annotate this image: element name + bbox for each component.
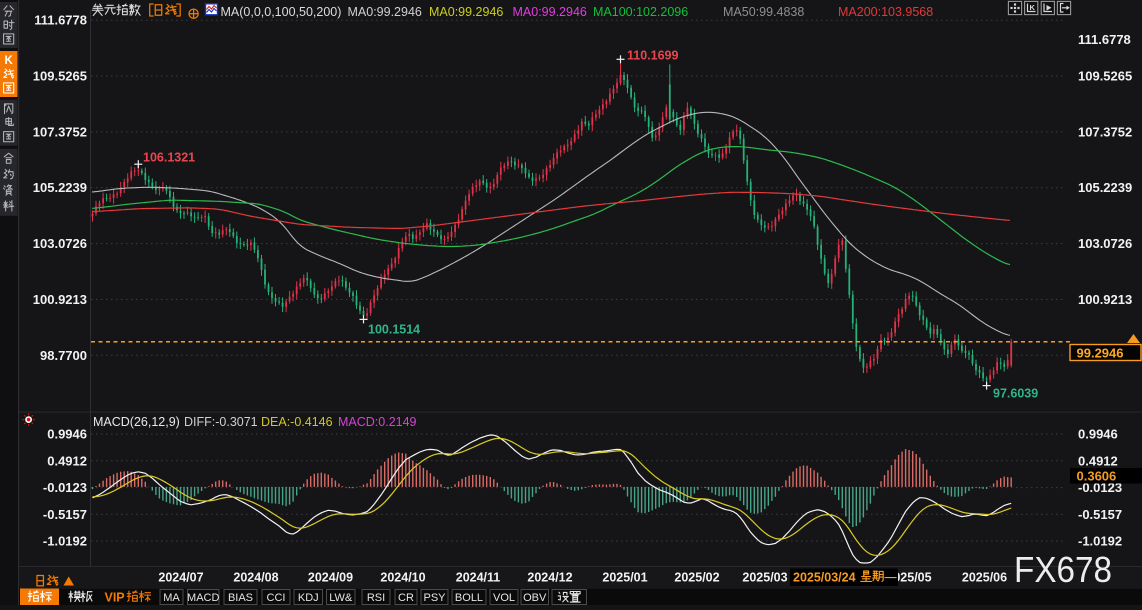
- svg-text:VIP: VIP: [105, 591, 125, 605]
- svg-text:98.7700: 98.7700: [40, 348, 87, 363]
- svg-text:2024/08: 2024/08: [233, 571, 278, 585]
- svg-text:109.5265: 109.5265: [33, 69, 87, 84]
- svg-text:DIFF:-0.3071: DIFF:-0.3071: [184, 415, 258, 429]
- svg-text:99.2946: 99.2946: [1077, 346, 1124, 361]
- svg-text:BOLL: BOLL: [455, 592, 483, 604]
- svg-text:2025/02: 2025/02: [674, 571, 719, 585]
- svg-text:OBV: OBV: [523, 592, 547, 604]
- svg-text:MA0:99.2946: MA0:99.2946: [348, 5, 422, 19]
- svg-text:MA(0,0,0,100,50,200): MA(0,0,0,100,50,200): [221, 5, 342, 19]
- svg-text:MA0:99.2946: MA0:99.2946: [513, 5, 587, 19]
- svg-text:CR: CR: [398, 592, 414, 604]
- svg-text:100.1514: 100.1514: [368, 323, 420, 337]
- svg-text:MACD(26,12,9): MACD(26,12,9): [93, 415, 180, 429]
- svg-text:-0.0123: -0.0123: [43, 480, 87, 495]
- svg-text:MACD: MACD: [187, 592, 219, 604]
- svg-text:RSI: RSI: [367, 592, 385, 604]
- svg-text:MA0:99.2946: MA0:99.2946: [429, 5, 503, 19]
- svg-text:2025/03: 2025/03: [742, 571, 787, 585]
- svg-text:-0.5157: -0.5157: [43, 507, 87, 522]
- svg-text:105.2239: 105.2239: [33, 180, 87, 195]
- svg-text:MA: MA: [163, 592, 180, 604]
- svg-text:100.9213: 100.9213: [1078, 292, 1132, 307]
- svg-text:LW&: LW&: [329, 592, 353, 604]
- svg-text:105.2239: 105.2239: [1078, 180, 1132, 195]
- svg-text:2024/07: 2024/07: [158, 571, 203, 585]
- svg-text:MA200:103.9568: MA200:103.9568: [838, 5, 933, 19]
- svg-text:-0.0123: -0.0123: [1078, 480, 1122, 495]
- svg-text:111.6778: 111.6778: [34, 13, 87, 28]
- svg-text:MACD:0.2149: MACD:0.2149: [338, 415, 417, 429]
- svg-text:MA50:99.4838: MA50:99.4838: [723, 5, 804, 19]
- svg-text:-0.5157: -0.5157: [1078, 507, 1122, 522]
- svg-text:2024/12: 2024/12: [527, 571, 572, 585]
- svg-text:103.0726: 103.0726: [1078, 236, 1132, 251]
- svg-text:110.1699: 110.1699: [627, 49, 678, 63]
- svg-text:2024/10: 2024/10: [380, 571, 425, 585]
- svg-text:CCI: CCI: [267, 592, 286, 604]
- svg-text:0.3606: 0.3606: [1077, 469, 1117, 484]
- svg-text:-1.0192: -1.0192: [1078, 534, 1122, 549]
- svg-text:103.0726: 103.0726: [33, 236, 87, 251]
- svg-text:2025/03/24: 2025/03/24: [793, 571, 856, 585]
- svg-text:2025/01: 2025/01: [602, 571, 647, 585]
- svg-text:107.3752: 107.3752: [1078, 124, 1132, 139]
- svg-text:FX678: FX678: [1014, 549, 1112, 590]
- svg-text:100.9213: 100.9213: [33, 292, 87, 307]
- svg-text:DEA:-0.4146: DEA:-0.4146: [261, 415, 333, 429]
- svg-text:0.9946: 0.9946: [47, 427, 87, 442]
- svg-text:BIAS: BIAS: [228, 592, 253, 604]
- svg-text:111.6778: 111.6778: [1078, 32, 1131, 47]
- svg-text:K: K: [1030, 3, 1036, 12]
- svg-text:2024/11: 2024/11: [456, 571, 501, 585]
- svg-text:2025/06: 2025/06: [962, 571, 1007, 585]
- svg-text:107.3752: 107.3752: [33, 124, 87, 139]
- svg-text:0.4912: 0.4912: [1078, 453, 1118, 468]
- svg-text:2024/09: 2024/09: [308, 571, 353, 585]
- svg-text:-1.0192: -1.0192: [43, 534, 87, 549]
- svg-text:0.9946: 0.9946: [1078, 427, 1118, 442]
- svg-text:K: K: [5, 55, 14, 67]
- svg-text:VOL: VOL: [493, 592, 515, 604]
- svg-text:106.1321: 106.1321: [143, 151, 195, 165]
- svg-text:109.5265: 109.5265: [1078, 69, 1132, 84]
- svg-text:MA100:102.2096: MA100:102.2096: [593, 5, 688, 19]
- svg-text:KDJ: KDJ: [298, 592, 319, 604]
- svg-text:0.4912: 0.4912: [47, 453, 87, 468]
- svg-text:PSY: PSY: [423, 592, 446, 604]
- svg-text:97.6039: 97.6039: [993, 387, 1038, 401]
